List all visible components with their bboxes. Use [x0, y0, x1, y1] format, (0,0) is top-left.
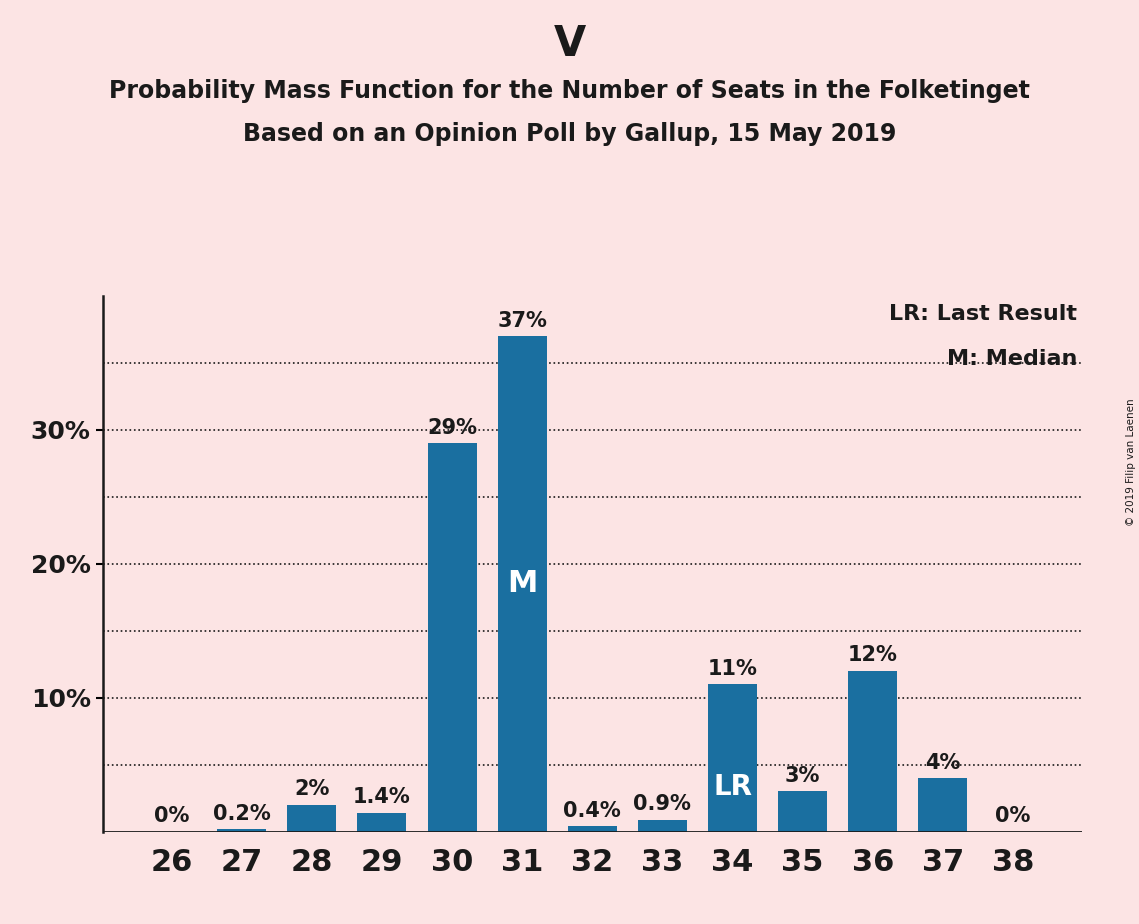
- Bar: [218, 829, 267, 832]
- Bar: [427, 444, 476, 832]
- Text: 0%: 0%: [154, 807, 189, 826]
- Text: V: V: [554, 23, 585, 65]
- Text: 12%: 12%: [847, 646, 898, 665]
- Bar: [708, 684, 757, 832]
- Text: 1.4%: 1.4%: [353, 787, 411, 808]
- Bar: [498, 336, 547, 832]
- Bar: [918, 778, 967, 832]
- Bar: [358, 813, 407, 832]
- Text: 11%: 11%: [707, 659, 757, 679]
- Text: 0%: 0%: [995, 807, 1031, 826]
- Bar: [567, 826, 617, 832]
- Text: Probability Mass Function for the Number of Seats in the Folketinget: Probability Mass Function for the Number…: [109, 79, 1030, 103]
- Bar: [778, 791, 827, 832]
- Text: 3%: 3%: [785, 766, 820, 786]
- Text: 29%: 29%: [427, 418, 477, 438]
- Bar: [287, 805, 336, 832]
- Text: Based on an Opinion Poll by Gallup, 15 May 2019: Based on an Opinion Poll by Gallup, 15 M…: [243, 122, 896, 146]
- Bar: [638, 820, 687, 832]
- Text: 0.2%: 0.2%: [213, 804, 271, 823]
- Text: © 2019 Filip van Laenen: © 2019 Filip van Laenen: [1126, 398, 1136, 526]
- Text: 37%: 37%: [498, 310, 547, 331]
- Text: LR: Last Result: LR: Last Result: [890, 304, 1077, 323]
- Bar: [849, 671, 898, 832]
- Text: LR: LR: [713, 773, 752, 801]
- Text: 0.9%: 0.9%: [633, 795, 691, 814]
- Text: 2%: 2%: [294, 780, 329, 799]
- Text: M: Median: M: Median: [947, 349, 1077, 370]
- Text: M: M: [507, 569, 538, 598]
- Text: 0.4%: 0.4%: [564, 801, 621, 821]
- Text: 4%: 4%: [925, 753, 960, 772]
